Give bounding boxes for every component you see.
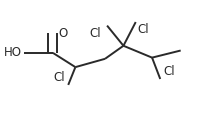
Text: HO: HO [4, 46, 22, 59]
Text: Cl: Cl [89, 27, 101, 40]
Text: Cl: Cl [54, 71, 65, 84]
Text: O: O [58, 27, 67, 40]
Text: Cl: Cl [163, 65, 175, 78]
Text: Cl: Cl [138, 23, 149, 36]
